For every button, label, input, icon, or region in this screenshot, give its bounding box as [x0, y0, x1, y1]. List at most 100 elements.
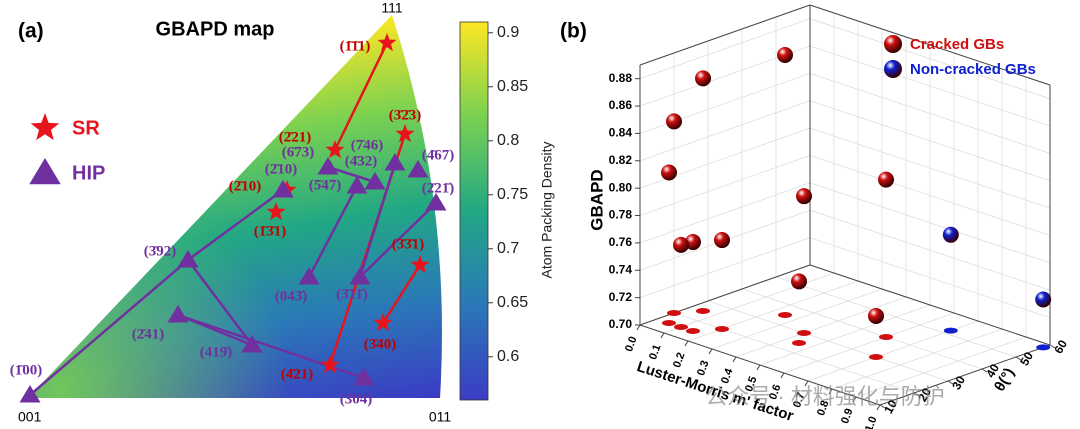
tick-mark: [684, 340, 689, 347]
orientation-label: (1̄3̄1): [254, 223, 287, 239]
grid-line: [639, 73, 811, 134]
orientation-label: (2̄41): [132, 326, 165, 342]
legend-label: SR: [72, 117, 100, 139]
y-tick-label: 40: [983, 361, 1002, 380]
legend-label: Non-cracked GBs: [910, 61, 1036, 78]
colorbar-tick-label: 0.65: [497, 294, 528, 311]
grid-line: [639, 18, 811, 80]
z-axis-title: GBAPD: [587, 169, 606, 230]
x-tick-label: 1.0: [863, 415, 880, 429]
orientation-label: (2̄10): [229, 178, 262, 194]
floor-projection: [869, 354, 883, 360]
grid-line: [639, 155, 811, 216]
tick-mark: [1049, 344, 1056, 349]
grid-line: [663, 272, 835, 334]
colorbar: [459, 21, 489, 401]
grid-line: [735, 296, 907, 358]
z-tick-label: 0.76: [609, 235, 633, 249]
floor-projection: [879, 334, 893, 340]
path-link: [187, 188, 284, 262]
orientation-label: (043̄): [275, 288, 308, 304]
colorbar-tick-label: 0.9: [497, 24, 519, 41]
path-link: [381, 264, 422, 324]
axis-edge: [879, 344, 1051, 406]
floor-projection: [715, 326, 729, 332]
axis-edge: [639, 264, 811, 326]
x-tick-label: 0.9: [839, 407, 856, 425]
tick-mark: [636, 324, 641, 331]
orientation-label: (1̄1̄1): [340, 38, 371, 54]
tick-mark: [876, 404, 881, 411]
colorbar-tick-label: 0.6: [497, 348, 519, 365]
star-marker: [377, 33, 397, 52]
y-tick-label: 30: [949, 373, 968, 392]
sphere-point: [791, 273, 807, 290]
x-tick-label: 0.2: [671, 351, 688, 369]
floor-projection: [778, 312, 792, 318]
tick-mark: [780, 372, 785, 379]
triangle-marker: [353, 368, 375, 386]
floor-projection: [1036, 344, 1051, 351]
grid-line: [639, 182, 811, 244]
triangle-marker: [167, 305, 189, 323]
grid-line: [855, 336, 1027, 398]
axis-edge: [809, 264, 1051, 346]
grid-line: [687, 280, 859, 342]
floor-projection: [674, 324, 688, 330]
orientation-label: (3̄3̄1): [392, 236, 425, 252]
orientation-label: (5̄47): [309, 177, 342, 193]
path-link: [333, 42, 389, 151]
legend-marker: [29, 158, 61, 185]
x-tick-label: 0.3: [695, 359, 712, 377]
colorbar-tick-label: 0.85: [497, 78, 528, 95]
orientation-label: (3̄04): [340, 391, 373, 407]
orientation-label: (6̄73): [282, 144, 315, 160]
z-tick-label: 0.80: [609, 180, 633, 194]
y-tick-label: 20: [915, 385, 934, 404]
tick-mark: [804, 380, 809, 387]
triangle-marker: [19, 385, 41, 403]
grid-line: [741, 288, 983, 370]
triangle-marker: [298, 267, 320, 285]
sphere-point: [1035, 291, 1052, 308]
sphere-point: [714, 232, 730, 249]
tick-mark: [913, 392, 920, 397]
z-tick-label: 0.70: [609, 317, 633, 331]
tick-mark: [879, 404, 886, 409]
star-marker: [320, 355, 340, 374]
grid-line: [673, 312, 915, 394]
legend-marker: [30, 113, 60, 141]
x-tick-label: 0.1: [647, 343, 664, 361]
legend-marker: [884, 60, 902, 78]
z-tick-label: 0.78: [609, 208, 633, 222]
watermark: 公众号 · 材料强化与防护: [705, 384, 945, 409]
sphere-point: [666, 113, 682, 130]
tick-mark: [947, 380, 954, 385]
triangle-marker: [346, 176, 368, 194]
sphere-point: [685, 234, 701, 251]
panel-label: (a): [18, 20, 44, 43]
orientation-label: (4̄67): [422, 147, 455, 163]
x-tick-label: 0.6: [767, 383, 784, 401]
sphere-point: [673, 236, 689, 253]
legend-marker: [884, 35, 902, 53]
floor-projection: [667, 310, 681, 316]
grid-line: [707, 300, 949, 382]
z-tick-label: 0.88: [609, 71, 633, 85]
corner-label: 011: [429, 409, 452, 425]
sphere-point: [796, 188, 812, 205]
tick-mark: [660, 332, 665, 339]
y-tick-label: 50: [1017, 349, 1036, 368]
sphere-point: [868, 307, 884, 324]
floor-projection: [662, 320, 676, 326]
path-link: [358, 162, 397, 278]
orientation-label: (4̄21): [281, 366, 314, 382]
tick-mark: [708, 348, 713, 355]
triangle-marker: [272, 180, 294, 198]
colorbar-tick-label: 0.8: [497, 132, 519, 149]
tick-mark: [828, 388, 833, 395]
triangle-marker: [425, 193, 447, 211]
tick-mark: [756, 364, 761, 371]
tick-mark: [981, 368, 988, 373]
star-marker: [410, 255, 430, 274]
